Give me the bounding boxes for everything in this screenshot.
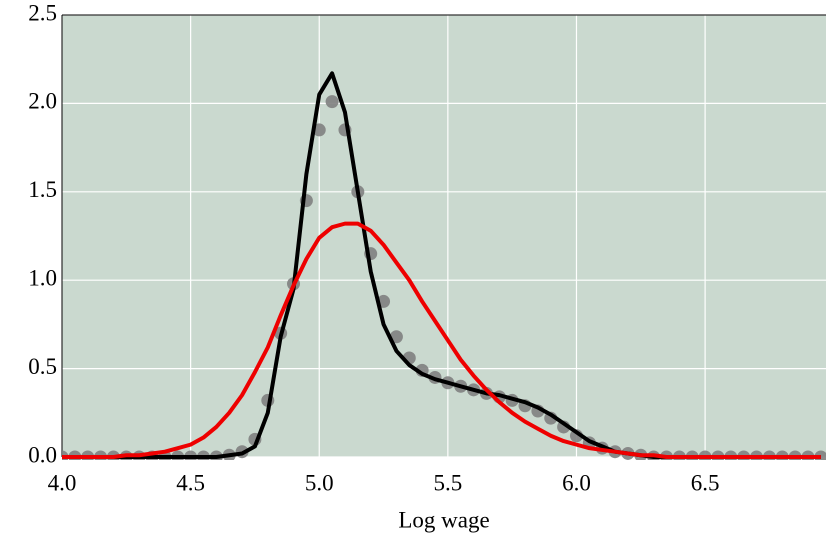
x-tick-label: 5.0 xyxy=(305,470,334,495)
data-point xyxy=(325,95,339,109)
x-tick-label: 4.5 xyxy=(176,470,205,495)
data-line xyxy=(62,221,821,459)
x-tick-label: 5.5 xyxy=(433,470,462,495)
x-tick-label: 4.0 xyxy=(48,470,77,495)
plot-background xyxy=(62,15,826,457)
y-tick-label: 1.0 xyxy=(28,265,57,290)
y-tick-label: 2.0 xyxy=(28,89,57,114)
y-tick-label: 1.5 xyxy=(28,177,57,202)
plot-area xyxy=(62,71,826,460)
x-axis-label: Log wage xyxy=(398,507,489,532)
x-tick-label: 6.5 xyxy=(691,470,720,495)
y-tick-label: 0.5 xyxy=(28,354,57,379)
x-tick-label: 6.0 xyxy=(562,470,591,495)
y-tick-label: 2.5 xyxy=(28,0,57,25)
y-tick-label: 0.0 xyxy=(28,442,57,467)
